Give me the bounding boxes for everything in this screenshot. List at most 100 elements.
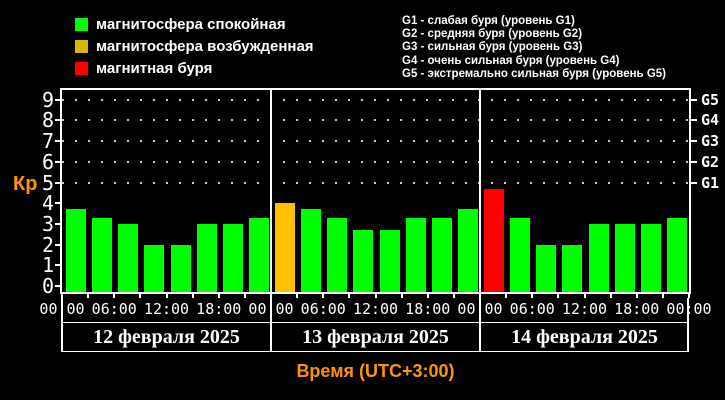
x-axis-tick [531,294,534,298]
y-tick-label: 0 [41,274,54,298]
legend-item-quiet: магнитосфера спокойная [75,16,286,33]
x-tick-label: 00:00 [39,300,85,318]
kp-bar [327,217,348,292]
kp-bar [588,223,609,292]
date-label-day2: 13 февраля 2025 [302,326,449,348]
x-tick-label: 00:00 [457,300,503,318]
storm-level-g5: G5 - экстремально сильная буря (уровень … [402,67,666,80]
y-tick-label: 7 [41,129,54,154]
day-boundary-line-3 [479,298,481,352]
y-axis-title: Кр [13,173,38,195]
x-tick-label: 00:00 [666,300,712,318]
kp-bar [66,209,86,292]
x-tick-label: 06:00 [509,300,555,318]
gridline-kp7 [62,140,689,143]
x-axis-tick [139,294,142,298]
kp-bar [92,217,113,292]
y-axis-tick [55,243,62,246]
day-divider [479,90,481,292]
x-axis-tick [87,294,90,298]
excited-color-swatch [75,39,88,53]
date-label-day1: 12 февраля 2025 [93,326,240,348]
kp-bar [614,223,635,292]
right-axis-label-g3: G3 [701,132,720,151]
x-axis-tick [609,294,612,298]
right-axis-tick [691,160,697,163]
y-tick-label: 5 [41,170,54,195]
kp-bar [536,244,557,292]
x-axis-tick [296,294,299,298]
date-band-top-line [62,322,689,323]
plot-canvas [62,90,689,292]
legend-label-excited: магнитосфера возбужденная [96,37,314,55]
gridline-kp5 [62,181,689,184]
x-axis-tick [165,294,168,298]
kp-bar [457,209,478,292]
right-axis-tick [691,181,697,184]
x-axis-tick [557,294,560,298]
x-axis-tick [688,294,690,298]
kp-bar [248,217,269,292]
x-axis-title: Время (UTC+3:00) [296,361,455,381]
kp-bar [379,230,400,292]
kp-bar [170,244,191,292]
gridline-kp9 [62,98,689,101]
right-axis-tick [691,119,697,122]
y-tick-label: 8 [41,108,54,133]
day-boundary-line-2 [270,298,272,352]
x-axis-tick [479,294,481,298]
x-tick-label: 00:00 [248,300,294,318]
y-axis-tick [55,264,62,267]
x-tick-label: 18:00 [405,300,451,318]
kp-bar [666,217,687,292]
x-axis-tick [426,294,429,298]
quiet-color-swatch [75,17,88,31]
y-axis-tick [55,222,62,225]
legend-item-excited: магнитосфера возбужденная [75,37,314,55]
gridline-kp6 [62,160,689,163]
date-band-bottom-line [62,351,689,352]
storm-level-descriptions: G1 - слабая буря (уровень G1) G2 - средн… [402,15,666,81]
y-axis-tick [55,202,62,205]
x-axis-tick [583,294,586,298]
right-axis-tick [691,98,697,101]
y-tick-label: 9 [41,87,54,112]
kp-bar [562,244,583,292]
x-axis-tick [661,294,664,298]
day-boundary-line-1 [61,298,63,352]
right-axis-label-g4: G4 [701,111,720,130]
x-axis-tick [374,294,377,298]
kp-bar [640,223,661,292]
kp-bar [484,188,504,292]
plot-area [60,88,691,294]
date-label-day3: 14 февраля 2025 [511,326,658,348]
storm-level-g4: G4 - очень сильная буря (уровень G4) [402,54,620,67]
y-tick-label: 1 [41,253,54,278]
x-tick-label: 06:00 [91,300,137,318]
y-axis-tick [55,98,62,101]
kp-bar [144,244,165,292]
x-axis-tick [270,294,272,298]
storm-level-g1: G1 - слабая буря (уровень G1) [402,15,575,27]
x-tick-label: 06:00 [300,300,346,318]
kp-bar [301,209,322,292]
x-axis-tick [322,294,325,298]
x-tick-label: 18:00 [196,300,242,318]
storm-level-g2: G2 - средняя буря (уровень G2) [402,28,583,41]
right-axis-label-g5: G5 [701,90,720,109]
y-axis-tick [55,140,62,143]
x-axis-tick [61,294,63,298]
storm-color-swatch [75,61,88,75]
y-axis-tick [55,285,62,287]
day-divider [270,90,272,292]
storm-level-g3: G3 - сильная буря (уровень G3) [402,41,583,54]
y-axis-tick [55,119,62,122]
kp-bar [431,217,452,292]
kp-bar [222,223,243,292]
x-axis-tick [505,294,508,298]
x-axis-tick [348,294,351,298]
right-axis-tick [691,140,697,143]
kp-bar [275,203,295,292]
y-axis-tick [55,160,62,163]
kp-bar [196,223,217,292]
